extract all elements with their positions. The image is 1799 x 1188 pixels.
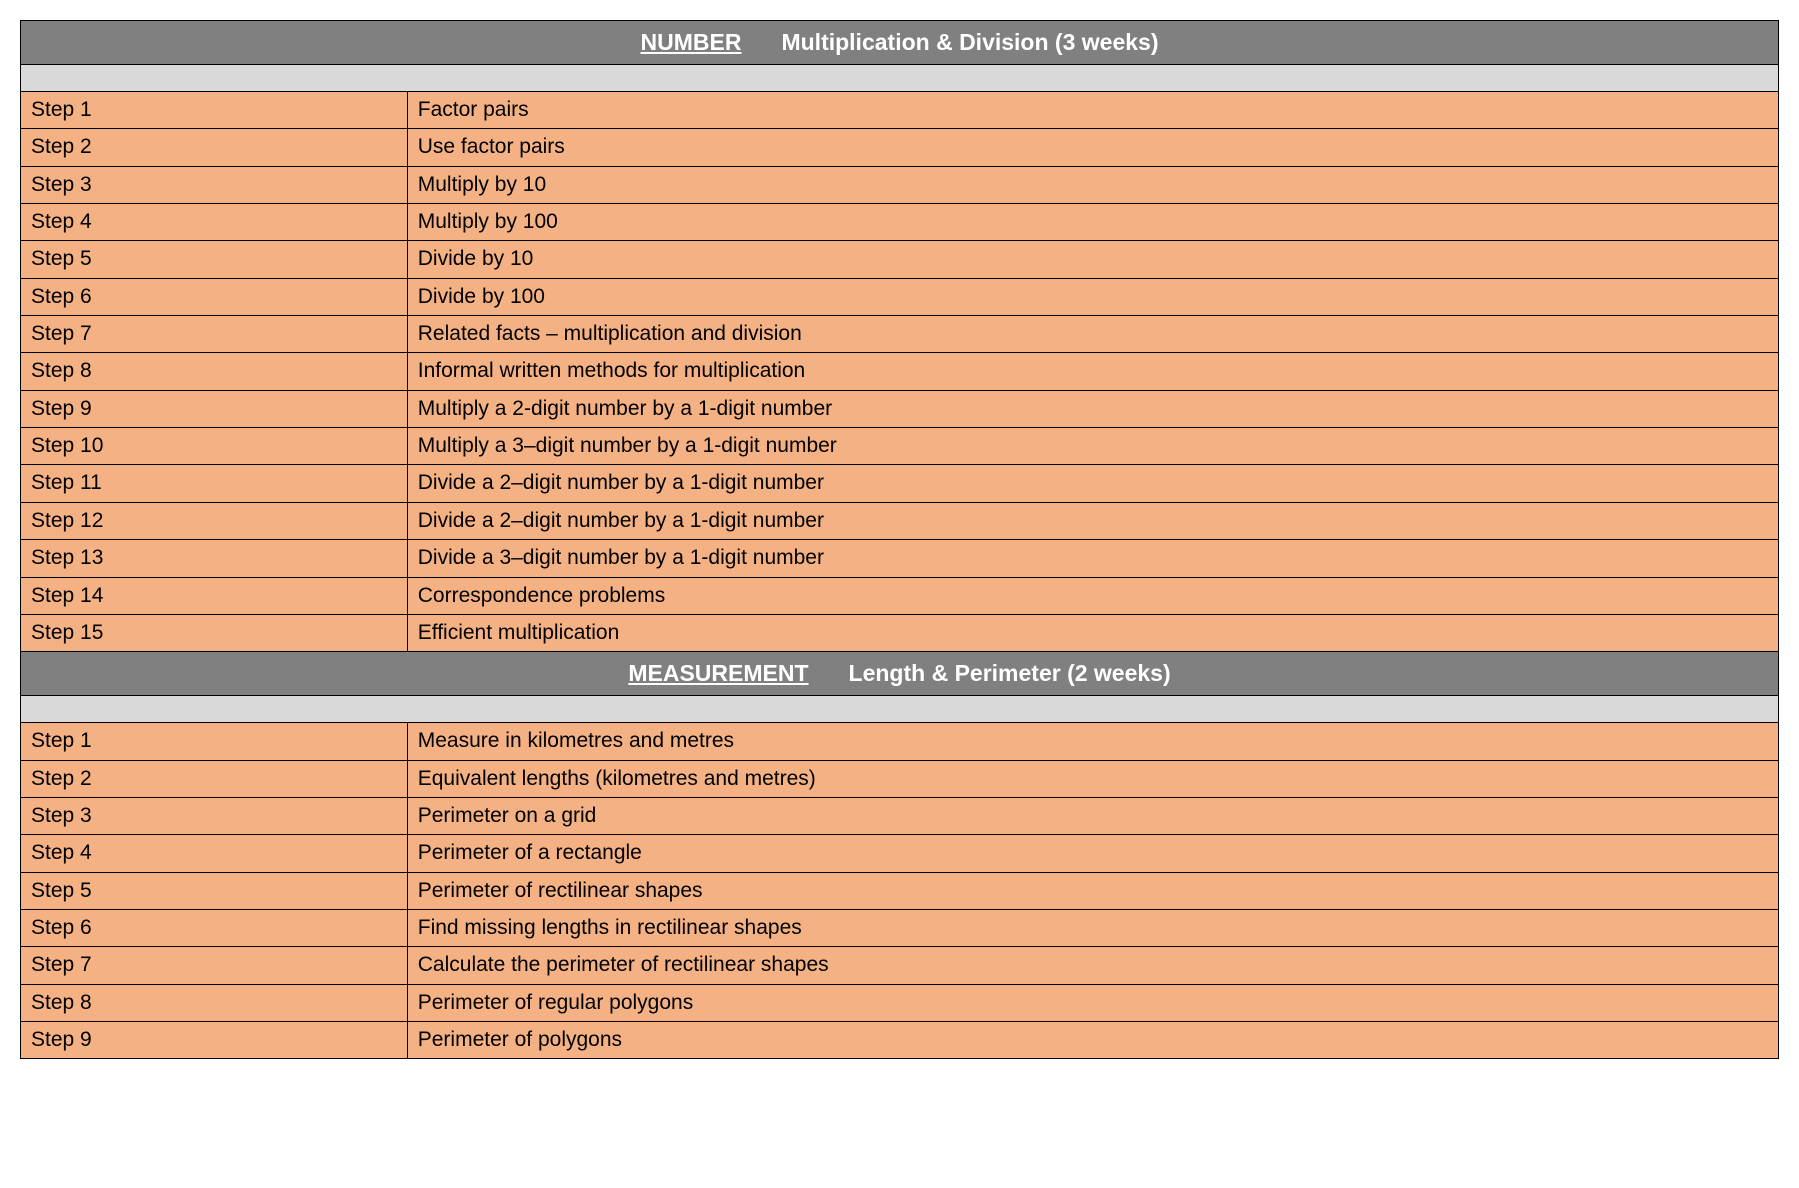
- step-desc-cell: Divide by 10: [407, 241, 1778, 278]
- step-label-cell: Step 4: [21, 835, 408, 872]
- section-title: Multiplication & Division (3 weeks): [781, 29, 1158, 55]
- table-row: Step 4Multiply by 100: [21, 204, 1779, 241]
- table-row: Step 1Factor pairs: [21, 92, 1779, 129]
- step-desc-cell: Perimeter of regular polygons: [407, 984, 1778, 1021]
- step-desc-cell: Equivalent lengths (kilometres and metre…: [407, 760, 1778, 797]
- step-desc-cell: Use factor pairs: [407, 129, 1778, 166]
- step-label-cell: Step 7: [21, 947, 408, 984]
- step-label-cell: Step 2: [21, 760, 408, 797]
- section-header: NUMBER Multiplication & Division (3 weeks…: [21, 21, 1779, 65]
- section-spacer-cell: [21, 65, 1779, 92]
- table-row: Step 11Divide a 2–digit number by a 1-di…: [21, 465, 1779, 502]
- step-label-cell: Step 6: [21, 278, 408, 315]
- step-label-cell: Step 13: [21, 540, 408, 577]
- section-category: MEASUREMENT: [628, 660, 808, 686]
- step-label-cell: Step 15: [21, 614, 408, 651]
- step-label-cell: Step 3: [21, 797, 408, 834]
- step-label-cell: Step 9: [21, 1022, 408, 1059]
- table-row: Step 3Multiply by 10: [21, 166, 1779, 203]
- section-spacer: [21, 65, 1779, 92]
- step-desc-cell: Perimeter on a grid: [407, 797, 1778, 834]
- table-row: Step 2Use factor pairs: [21, 129, 1779, 166]
- step-desc-cell: Correspondence problems: [407, 577, 1778, 614]
- table-row: Step 8Informal written methods for multi…: [21, 353, 1779, 390]
- table-row: Step 5Divide by 10: [21, 241, 1779, 278]
- step-label-cell: Step 9: [21, 390, 408, 427]
- step-label-cell: Step 14: [21, 577, 408, 614]
- step-desc-cell: Find missing lengths in rectilinear shap…: [407, 909, 1778, 946]
- table-row: Step 12Divide a 2–digit number by a 1-di…: [21, 502, 1779, 539]
- table-row: Step 7Related facts – multiplication and…: [21, 316, 1779, 353]
- section-header-cell: MEASUREMENT Length & Perimeter (2 weeks): [21, 652, 1779, 696]
- table-row: Step 9Multiply a 2-digit number by a 1-d…: [21, 390, 1779, 427]
- step-desc-cell: Divide a 3–digit number by a 1-digit num…: [407, 540, 1778, 577]
- step-desc-cell: Informal written methods for multiplicat…: [407, 353, 1778, 390]
- table-row: Step 2Equivalent lengths (kilometres and…: [21, 760, 1779, 797]
- step-desc-cell: Multiply by 10: [407, 166, 1778, 203]
- step-desc-cell: Measure in kilometres and metres: [407, 723, 1778, 760]
- step-desc-cell: Efficient multiplication: [407, 614, 1778, 651]
- step-label-cell: Step 5: [21, 872, 408, 909]
- step-label-cell: Step 4: [21, 204, 408, 241]
- step-desc-cell: Divide by 100: [407, 278, 1778, 315]
- table-row: Step 15Efficient multiplication: [21, 614, 1779, 651]
- step-desc-cell: Multiply by 100: [407, 204, 1778, 241]
- step-desc-cell: Calculate the perimeter of rectilinear s…: [407, 947, 1778, 984]
- section-category: NUMBER: [641, 29, 742, 55]
- section-spacer-cell: [21, 696, 1779, 723]
- table-row: Step 1Measure in kilometres and metres: [21, 723, 1779, 760]
- step-label-cell: Step 3: [21, 166, 408, 203]
- table-row: Step 10Multiply a 3–digit number by a 1-…: [21, 428, 1779, 465]
- step-desc-cell: Multiply a 3–digit number by a 1-digit n…: [407, 428, 1778, 465]
- table-row: Step 13Divide a 3–digit number by a 1-di…: [21, 540, 1779, 577]
- step-label-cell: Step 5: [21, 241, 408, 278]
- table-row: Step 4Perimeter of a rectangle: [21, 835, 1779, 872]
- table-row: Step 5Perimeter of rectilinear shapes: [21, 872, 1779, 909]
- step-label-cell: Step 8: [21, 353, 408, 390]
- table-row: Step 7Calculate the perimeter of rectili…: [21, 947, 1779, 984]
- step-desc-cell: Factor pairs: [407, 92, 1778, 129]
- step-desc-cell: Divide a 2–digit number by a 1-digit num…: [407, 465, 1778, 502]
- step-label-cell: Step 6: [21, 909, 408, 946]
- step-desc-cell: Multiply a 2-digit number by a 1-digit n…: [407, 390, 1778, 427]
- step-label-cell: Step 12: [21, 502, 408, 539]
- section-header: MEASUREMENT Length & Perimeter (2 weeks): [21, 652, 1779, 696]
- step-label-cell: Step 10: [21, 428, 408, 465]
- step-label-cell: Step 11: [21, 465, 408, 502]
- section-title: Length & Perimeter (2 weeks): [849, 660, 1171, 686]
- step-desc-cell: Related facts – multiplication and divis…: [407, 316, 1778, 353]
- curriculum-plan-table: NUMBER Multiplication & Division (3 weeks…: [20, 20, 1779, 1059]
- table-row: Step 3Perimeter on a grid: [21, 797, 1779, 834]
- step-desc-cell: Divide a 2–digit number by a 1-digit num…: [407, 502, 1778, 539]
- step-desc-cell: Perimeter of a rectangle: [407, 835, 1778, 872]
- table-row: Step 8Perimeter of regular polygons: [21, 984, 1779, 1021]
- step-label-cell: Step 7: [21, 316, 408, 353]
- step-label-cell: Step 2: [21, 129, 408, 166]
- table-row: Step 14Correspondence problems: [21, 577, 1779, 614]
- step-desc-cell: Perimeter of polygons: [407, 1022, 1778, 1059]
- step-label-cell: Step 8: [21, 984, 408, 1021]
- table-row: Step 6Divide by 100: [21, 278, 1779, 315]
- table-row: Step 6Find missing lengths in rectilinea…: [21, 909, 1779, 946]
- step-label-cell: Step 1: [21, 92, 408, 129]
- table-row: Step 9Perimeter of polygons: [21, 1022, 1779, 1059]
- section-spacer: [21, 696, 1779, 723]
- section-header-cell: NUMBER Multiplication & Division (3 weeks…: [21, 21, 1779, 65]
- step-desc-cell: Perimeter of rectilinear shapes: [407, 872, 1778, 909]
- step-label-cell: Step 1: [21, 723, 408, 760]
